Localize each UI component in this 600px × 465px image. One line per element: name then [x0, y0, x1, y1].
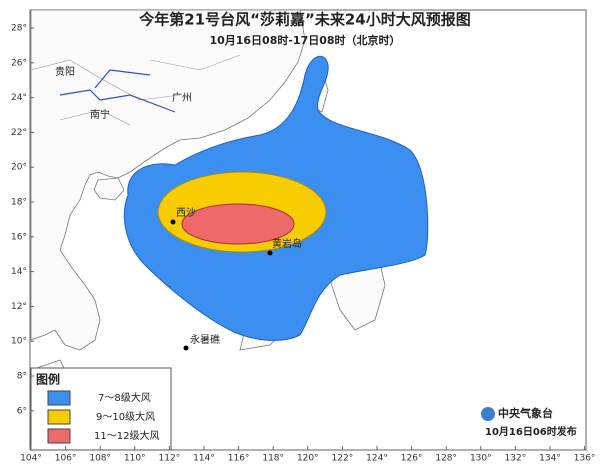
- legend-swatch: [47, 428, 71, 444]
- lat-label: 24°: [11, 93, 27, 103]
- lon-label: 114°: [193, 454, 215, 464]
- lat-label: 12°: [11, 302, 27, 312]
- lon-label: 124°: [366, 454, 388, 464]
- river: [59, 69, 176, 113]
- lon-label: 126°: [401, 454, 423, 464]
- legend: 图例 7～8级大风 9～10级大风 11～12级大风: [30, 367, 172, 451]
- hainan: [93, 177, 125, 201]
- lon-label: 112°: [159, 454, 181, 464]
- place-label: 黄岩岛: [272, 237, 302, 250]
- place-dot: [183, 345, 189, 351]
- lon-label: 110°: [124, 454, 146, 464]
- zone-11-12: [181, 203, 295, 245]
- subtitle: 10月16日08时-17日08时（北京时）: [209, 33, 400, 47]
- place-label: 南宁: [90, 108, 110, 121]
- wind-zones: [123, 55, 429, 341]
- legend-label: 11～12级大风: [94, 429, 159, 442]
- legend-label: 9～10级大风: [96, 410, 155, 423]
- place-label: 永暑礁: [190, 333, 220, 346]
- lon-label: 136°: [574, 454, 596, 464]
- legend-label: 7～8级大风: [98, 391, 151, 404]
- lon-label: 104°: [20, 454, 42, 464]
- graticule-labels: 104° 106° 108° 110° 112° 114° 116° 118° 120° 122°…: [11, 24, 595, 464]
- legend-swatch: [47, 390, 71, 406]
- place-label: 贵阳: [55, 65, 75, 78]
- lon-label: 122°: [332, 454, 354, 464]
- lon-label: 116°: [228, 454, 250, 464]
- agency-logo: [481, 407, 495, 421]
- lon-label: 132°: [505, 454, 527, 464]
- lat-label: 20°: [11, 163, 27, 173]
- lon-label: 128°: [435, 454, 457, 464]
- lon-label: 118°: [262, 454, 284, 464]
- lat-label: 8°: [17, 372, 27, 382]
- lon-label: 108°: [89, 454, 111, 464]
- lat-label: 6°: [17, 406, 27, 416]
- province-borders: [30, 54, 241, 126]
- lat-label: 22°: [11, 128, 27, 138]
- legend-swatch: [47, 409, 71, 425]
- place-label: 西沙: [176, 207, 196, 219]
- lon-label: 120°: [297, 454, 319, 464]
- issue-time: 10月16日06时发布: [485, 425, 577, 438]
- lat-label: 10°: [11, 337, 27, 347]
- legend-title: 图例: [36, 372, 60, 387]
- lat-label: 18°: [11, 198, 27, 208]
- place-dot: [170, 219, 176, 225]
- lon-label: 130°: [470, 454, 492, 464]
- lat-label: 28°: [11, 24, 27, 34]
- place-dot: [267, 250, 273, 256]
- lon-label: 134°: [539, 454, 561, 464]
- lat-label: 26°: [11, 58, 27, 68]
- agency: 中央气象台: [498, 406, 553, 420]
- places: 贵阳 南宁 广州 西沙 黄岩岛 永暑礁: [55, 65, 302, 351]
- lon-label: 106°: [55, 454, 77, 464]
- lat-label: 14°: [11, 267, 27, 277]
- title: 今年第21号台风“莎莉嘉”未来24小时大风预报图: [138, 11, 470, 29]
- place-label: 广州: [172, 92, 192, 104]
- lat-label: 16°: [11, 232, 27, 242]
- mainland: [30, 9, 306, 351]
